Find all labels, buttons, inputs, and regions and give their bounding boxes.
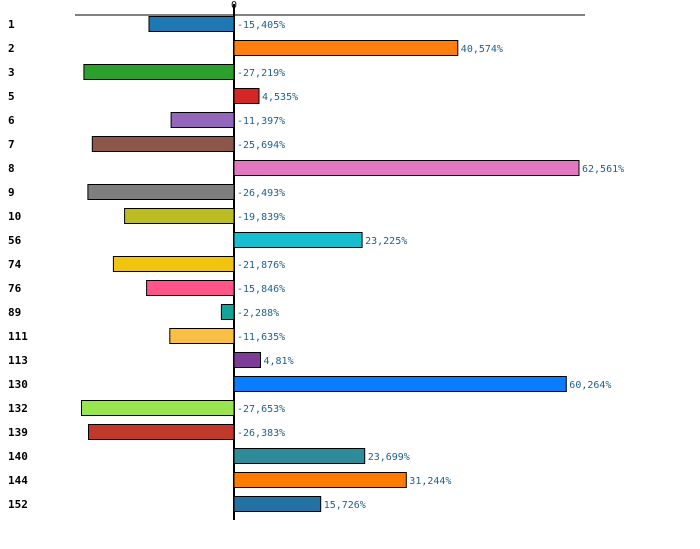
value-label-132: -27,653% bbox=[237, 404, 285, 415]
category-label-140: 140 bbox=[8, 450, 28, 463]
bars-layer bbox=[81, 16, 580, 512]
bar-7 bbox=[91, 136, 235, 152]
value-label-76: -15,846% bbox=[237, 284, 285, 295]
bar-3 bbox=[83, 64, 235, 80]
bar-140 bbox=[233, 448, 366, 464]
bar-2 bbox=[233, 40, 459, 56]
value-label-130: 60,264% bbox=[569, 380, 611, 391]
bar-74 bbox=[112, 256, 235, 272]
bar-152 bbox=[233, 496, 322, 512]
bar-9 bbox=[87, 184, 235, 200]
value-label-144: 31,244% bbox=[409, 476, 451, 487]
value-label-74: -21,876% bbox=[237, 260, 285, 271]
category-label-139: 139 bbox=[8, 426, 28, 439]
value-label-10: -19,839% bbox=[237, 212, 285, 223]
value-label-1: -15,405% bbox=[237, 20, 285, 31]
value-label-5: 4,535% bbox=[262, 92, 298, 103]
bar-10 bbox=[124, 208, 235, 224]
category-label-130: 130 bbox=[8, 378, 28, 391]
category-label-7: 7 bbox=[8, 138, 15, 151]
category-label-152: 152 bbox=[8, 498, 28, 511]
category-label-89: 89 bbox=[8, 306, 21, 319]
category-label-144: 144 bbox=[8, 474, 28, 487]
value-label-152: 15,726% bbox=[324, 500, 366, 511]
bar-139 bbox=[88, 424, 235, 440]
value-label-7: -25,694% bbox=[237, 140, 285, 151]
bar-6 bbox=[170, 112, 235, 128]
category-label-10: 10 bbox=[8, 210, 21, 223]
value-label-3: -27,219% bbox=[237, 68, 285, 79]
value-label-89: -2,288% bbox=[237, 308, 279, 319]
value-label-111: -11,635% bbox=[237, 332, 285, 343]
value-label-9: -26,493% bbox=[237, 188, 285, 199]
bar-113 bbox=[233, 352, 261, 368]
category-label-74: 74 bbox=[8, 258, 22, 271]
bar-56 bbox=[233, 232, 363, 248]
category-label-113: 113 bbox=[8, 354, 28, 367]
value-label-140: 23,699% bbox=[368, 452, 410, 463]
bar-8 bbox=[233, 160, 580, 176]
value-label-113: 4,81% bbox=[264, 356, 294, 367]
category-label-132: 132 bbox=[8, 402, 28, 415]
bar-130 bbox=[233, 376, 567, 392]
bar-89 bbox=[220, 304, 235, 320]
category-label-76: 76 bbox=[8, 282, 22, 295]
value-label-8: 62,561% bbox=[582, 164, 624, 175]
category-label-5: 5 bbox=[8, 90, 15, 103]
bar-5 bbox=[233, 88, 260, 104]
value-label-6: -11,397% bbox=[237, 116, 285, 127]
bar-144 bbox=[233, 472, 407, 488]
category-label-1: 1 bbox=[8, 18, 15, 31]
category-label-9: 9 bbox=[8, 186, 15, 199]
category-label-3: 3 bbox=[8, 66, 15, 79]
category-label-8: 8 bbox=[8, 162, 15, 175]
bar-1 bbox=[148, 16, 235, 32]
bar-76 bbox=[146, 280, 235, 296]
category-label-2: 2 bbox=[8, 42, 15, 55]
category-label-111: 111 bbox=[8, 330, 28, 343]
value-label-139: -26,383% bbox=[237, 428, 285, 439]
bar-111 bbox=[169, 328, 235, 344]
bar-132 bbox=[81, 400, 235, 416]
value-label-2: 40,574% bbox=[461, 44, 503, 55]
category-label-56: 56 bbox=[8, 234, 22, 247]
labels-layer: 1 -15,405% 2 40,574% 3 -27,219% 5 4,535% 6 -11,39… bbox=[8, 18, 624, 511]
category-label-6: 6 bbox=[8, 114, 15, 127]
value-label-56: 23,225% bbox=[365, 236, 407, 247]
zero-tick-label: 0 bbox=[231, 0, 237, 11]
